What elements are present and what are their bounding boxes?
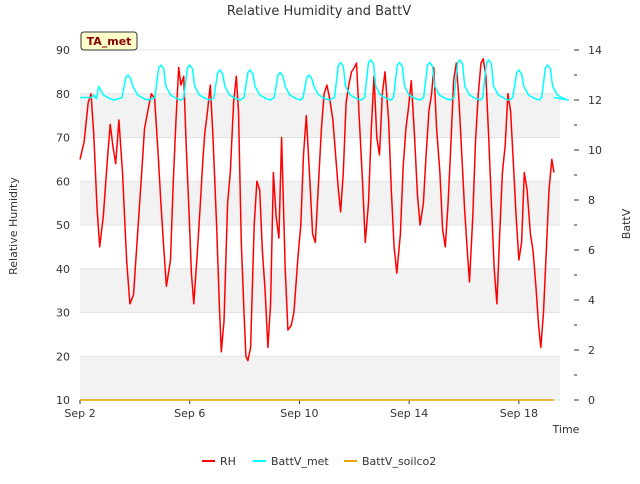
x-tick-label: Sep 10 [280, 407, 318, 420]
y-right-tick-label: 12 [588, 94, 602, 107]
y-left-tick-label: 40 [56, 263, 70, 276]
y-right-tick-label: 6 [588, 244, 595, 257]
x-tick-label: Sep 2 [64, 407, 95, 420]
y-axis-right: 0 2 4 6 8 10 12 14 [574, 44, 602, 407]
y-left-tick-label: 10 [56, 394, 70, 407]
y-right-tick-label: 2 [588, 344, 595, 357]
plot-background-bands [80, 50, 560, 400]
x-axis-label: Time [552, 423, 580, 436]
legend: RH BattV_met BattV_soilco2 [202, 455, 436, 468]
x-tick-label: Sep 14 [390, 407, 428, 420]
plot-band [80, 93, 560, 138]
y-left-tick-label: 30 [56, 307, 70, 320]
y-right-tick-label: 0 [588, 394, 595, 407]
y-left-tick-label: 60 [56, 175, 70, 188]
y-left-tick-label: 90 [56, 44, 70, 57]
y-right-tick-label: 8 [588, 194, 595, 207]
series-line-battv-met [80, 59, 569, 101]
plot-band [80, 50, 560, 94]
y-axis-left: 10 20 30 40 50 60 70 80 90 [56, 44, 70, 407]
series-line-rh [79, 58, 555, 362]
y-right-tick-label: 10 [588, 144, 602, 157]
chart-title: Relative Humidity and BattV [227, 4, 411, 19]
y-right-tick-label: 14 [588, 44, 602, 57]
y-axis-left-label: Relative Humidity [7, 177, 20, 275]
x-tick-label: Sep 6 [174, 407, 205, 420]
y-right-tick-label: 4 [588, 294, 595, 307]
plot-band [80, 225, 560, 269]
series-layer [79, 58, 569, 401]
y-left-tick-label: 80 [56, 88, 70, 101]
x-axis: Sep 2 Sep 6 Sep 10 Sep 14 Sep 18 [64, 400, 538, 420]
y-left-tick-label: 70 [56, 132, 70, 145]
legend-label-rh: RH [220, 455, 236, 468]
site-label: TA_met [80, 31, 138, 51]
plot-band [80, 312, 560, 357]
plot-band [80, 181, 560, 225]
site-label-box [80, 31, 138, 51]
y-axis-right-label: BattV [620, 208, 633, 239]
site-label-text: TA_met [87, 35, 132, 48]
legend-label-battv-soilco2: BattV_soilco2 [362, 455, 436, 468]
y-left-tick-label: 50 [56, 219, 70, 232]
y-left-tick-label: 20 [56, 350, 70, 363]
plot-band [80, 356, 560, 400]
legend-label-battv-met: BattV_met [271, 455, 329, 468]
plot-band [80, 268, 560, 313]
x-tick-label: Sep 18 [500, 407, 538, 420]
